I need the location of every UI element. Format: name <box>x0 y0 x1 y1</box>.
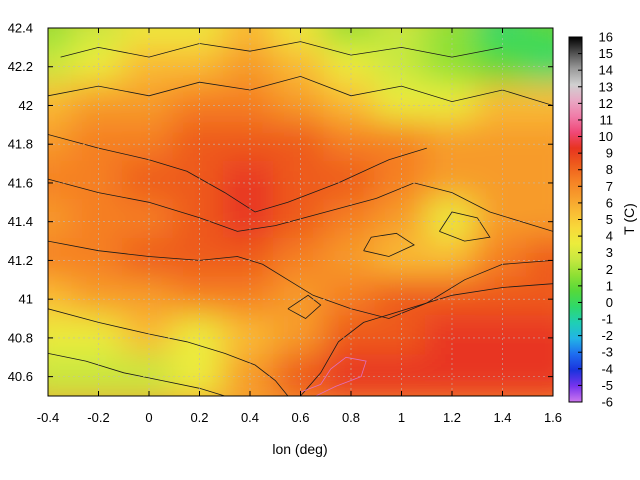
colorbar-tick-label: 10 <box>599 129 613 144</box>
y-tick-label: 41.4 <box>8 214 33 229</box>
contour-line <box>48 353 225 396</box>
contour-line <box>48 308 289 396</box>
x-tick-label: 0.6 <box>291 410 309 425</box>
x-tick-label: 0.4 <box>241 410 259 425</box>
contour-line <box>287 294 322 319</box>
colorbar-tick-label: 13 <box>599 79 613 94</box>
colorbar-tick-label: -6 <box>601 395 613 410</box>
y-tick-label: 41.8 <box>8 137 33 152</box>
x-tick-label: -0.4 <box>37 410 59 425</box>
plot-area <box>47 27 554 397</box>
y-tick-label: 41.2 <box>8 253 33 268</box>
colorbar-tick-label: 12 <box>599 96 613 111</box>
colorbar-tick-label: 8 <box>606 162 613 177</box>
field-cell <box>48 354 76 396</box>
y-tick-label: 40.8 <box>8 330 33 345</box>
x-axis-ticks: -0.4 -0.2 0 0.2 0.4 0.6 0.8 1 1.2 1.4 1.6 <box>37 28 562 425</box>
y-tick-label: 42.4 <box>8 21 33 36</box>
colorbar-tick-label: 2 <box>606 262 613 277</box>
colorbar-tick-label: -5 <box>601 378 613 393</box>
y-tick-label: 40.6 <box>8 369 33 384</box>
contour-lines <box>48 41 553 396</box>
colorbar-tick-label: -2 <box>601 328 613 343</box>
field-cell <box>323 44 379 90</box>
colorbar-tick-label: 6 <box>606 195 613 210</box>
colorbar-tick-label: 14 <box>599 63 613 78</box>
colorbar-tick-label: 7 <box>606 179 613 194</box>
contour-line <box>300 283 553 396</box>
contour-line <box>48 240 553 319</box>
x-tick-label: 0.8 <box>342 410 360 425</box>
y-axis-ticks: 40.6 40.8 41 41.2 41.4 41.6 41.8 42 42.2 42.4 <box>8 21 553 384</box>
x-tick-label: 1.2 <box>443 410 461 425</box>
y-tick-label: 42.2 <box>8 59 33 74</box>
contour-line <box>439 211 491 242</box>
x-tick-label: 0.2 <box>190 410 208 425</box>
colorbar-tick-label: -4 <box>601 361 613 376</box>
colorbar-tick-label: 9 <box>606 146 613 161</box>
colorbar-tick-label: 11 <box>600 112 614 127</box>
colorbar-tick-label: -3 <box>601 345 613 360</box>
colorbar-gradient <box>569 37 582 402</box>
x-tick-label: 1.6 <box>544 410 562 425</box>
colorbar-tick-label: 15 <box>599 46 613 61</box>
y-tick-label: 42 <box>19 98 33 113</box>
contour-line <box>48 75 553 106</box>
contour-line <box>48 134 427 213</box>
x-axis-label: lon (deg) <box>272 441 327 457</box>
x-tick-label: 1.4 <box>493 410 511 425</box>
colorbar-tick-label: 16 <box>599 30 613 45</box>
contour-line <box>60 41 503 58</box>
contour-line <box>300 356 367 396</box>
y-tick-label: 41.6 <box>8 175 33 190</box>
contour-line <box>363 232 415 257</box>
colorbar-tick-label: -1 <box>601 312 613 327</box>
field-cell <box>424 44 480 90</box>
colorbar-tick-label: 4 <box>606 229 613 244</box>
y-tick-label: 41 <box>19 292 33 307</box>
colorbar-tick-label: 0 <box>606 295 613 310</box>
x-tick-label: -0.2 <box>87 410 109 425</box>
colorbar-tick-label: 5 <box>606 212 613 227</box>
x-tick-label: 0 <box>145 410 152 425</box>
field-cell <box>374 199 429 245</box>
field-cell <box>525 354 553 396</box>
x-tick-label: 1 <box>398 410 405 425</box>
colorbar-tick-label: 1 <box>606 278 613 293</box>
field-cell <box>424 199 480 245</box>
field-cell <box>323 199 379 245</box>
colorbar-label: T (C) <box>621 203 637 235</box>
colorbar-tick-label: 3 <box>606 245 613 260</box>
